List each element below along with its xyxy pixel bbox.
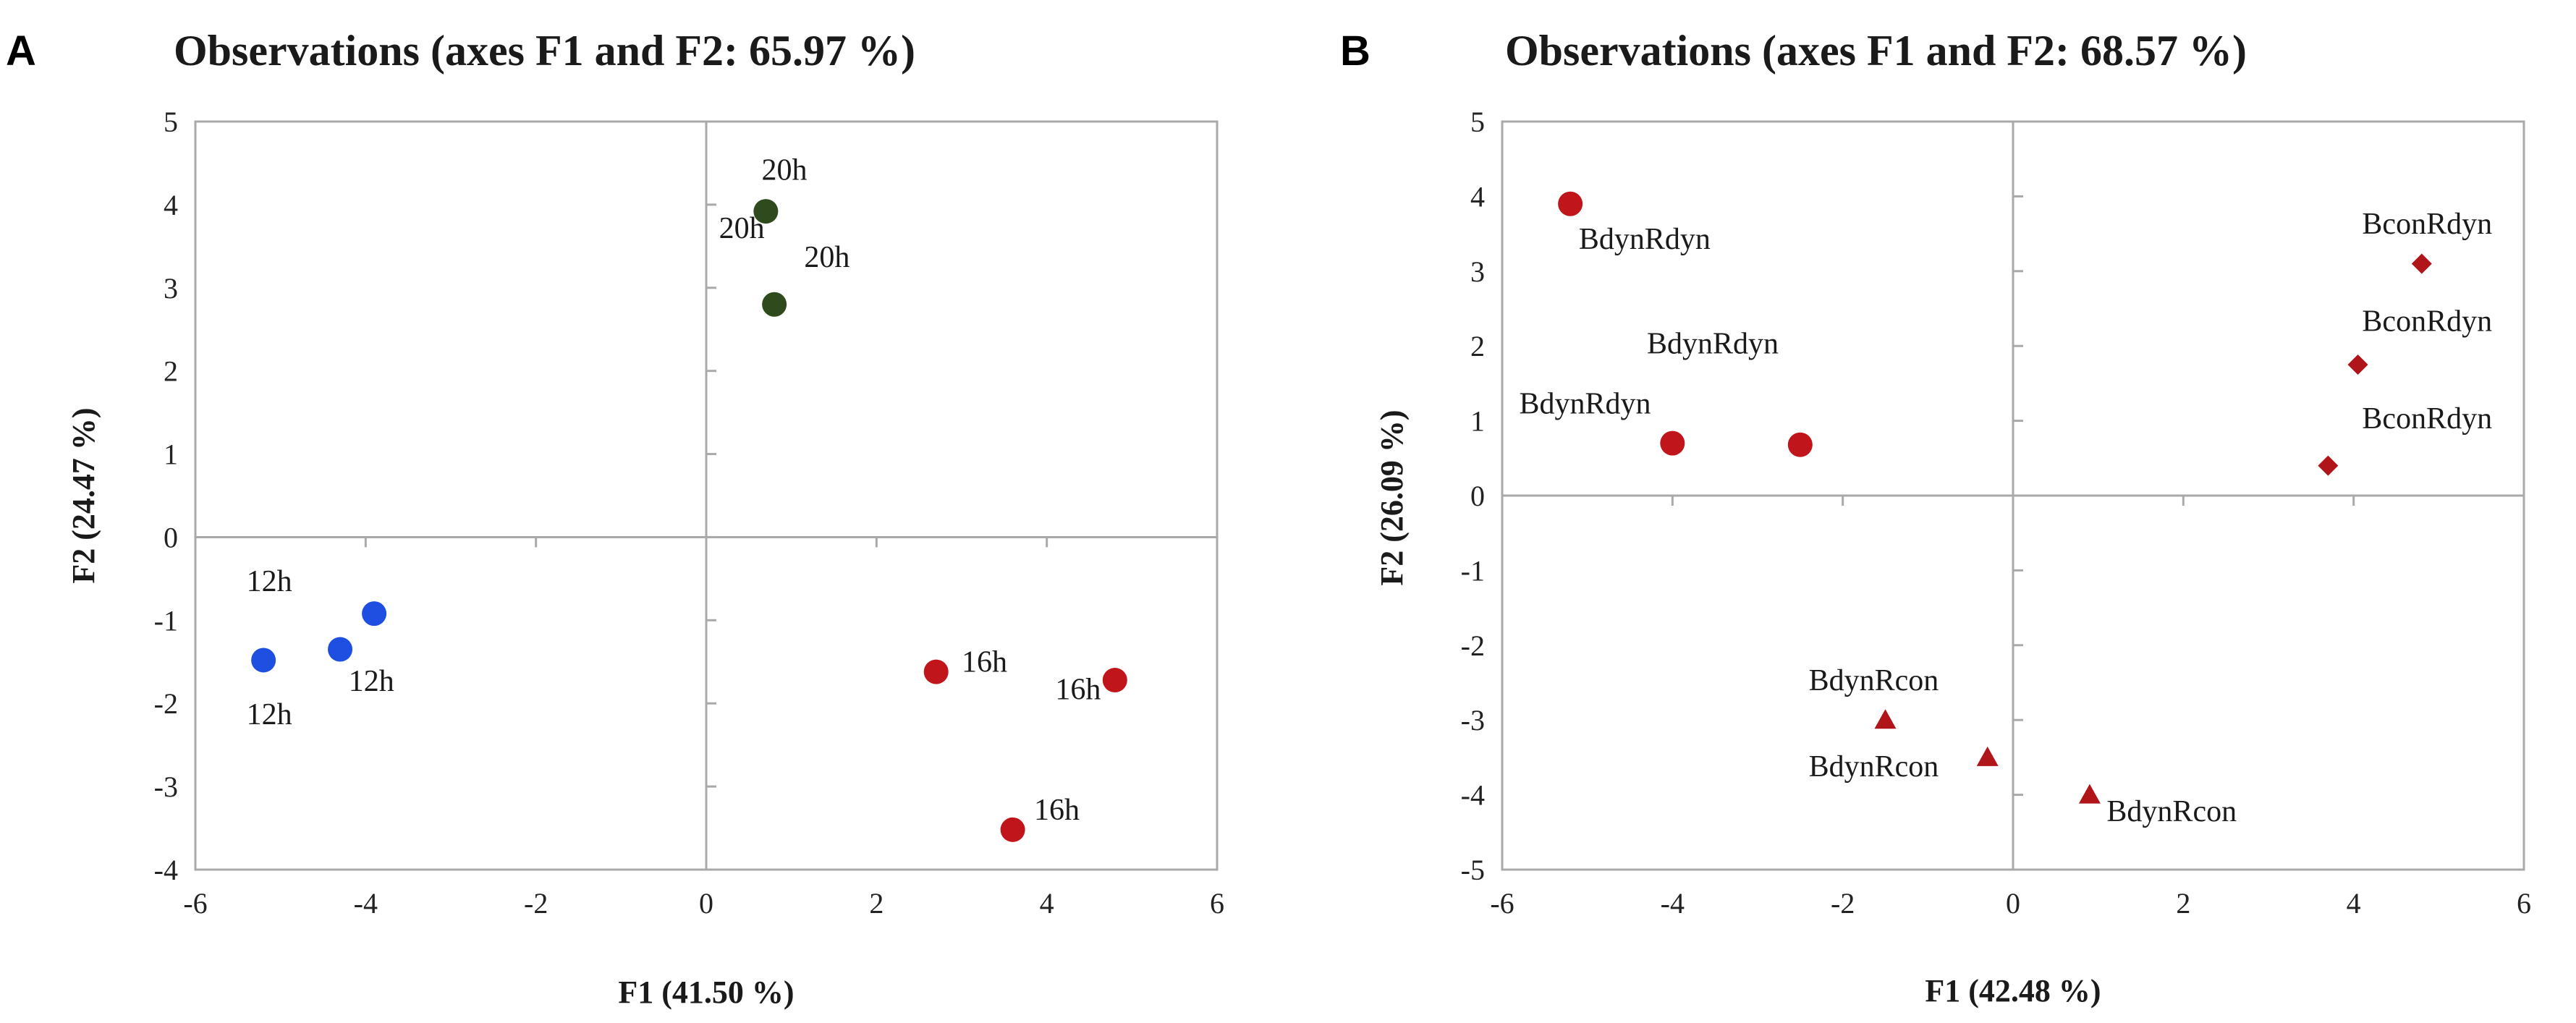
point-bdynrcon-b	[1874, 709, 1897, 729]
point-label-a: 20h	[719, 212, 765, 245]
x-tick-label-a: 0	[699, 887, 713, 920]
point-label-a: 12h	[349, 665, 394, 698]
point-label-b: BdynRdyn	[1647, 328, 1779, 361]
y-axis-title-a: F2 (24.47 %)	[66, 407, 101, 583]
panel-b: B Observations (axes F1 and F2: 68.57 %)…	[1340, 27, 2531, 1009]
x-tick-label-a: 6	[1210, 887, 1224, 920]
y-tick-label-a: -4	[154, 854, 178, 886]
point-label-b: BdynRcon	[1809, 750, 1939, 784]
x-axis-title-a: F1 (41.50 %)	[618, 975, 794, 1010]
point-label-a: 12h	[247, 698, 292, 731]
y-tick-label-b: -2	[1461, 629, 1485, 662]
panel-letter-b: B	[1340, 27, 1370, 75]
x-axis-title-b: F1 (42.48 %)	[1925, 973, 2101, 1009]
y-tick-label-a: 5	[164, 106, 178, 138]
point-20h-a	[753, 199, 779, 224]
plot-area-b: -5 -4 -3 -2 -1 0 1 2 3 4 5 -6 -4 -2 0 2 4 6 BdynRdyn BdynRd…	[1461, 106, 2531, 920]
y-tick-label-b: -5	[1461, 854, 1485, 886]
y-tick-label-b: 5	[1470, 106, 1485, 138]
x-tick-label-a: -6	[183, 887, 207, 920]
point-20h-a	[762, 292, 787, 317]
point-label-a: 16h	[962, 646, 1007, 679]
point-label-b: BdynRdyn	[1579, 223, 1711, 256]
panel-letter-a: A	[6, 27, 36, 75]
point-label-a: 20h	[804, 241, 850, 274]
point-12h-a	[328, 637, 353, 662]
y-tick-label-a: 1	[164, 438, 178, 471]
x-tick-label-b: 6	[2517, 887, 2531, 920]
y-tick-label-a: 3	[164, 272, 178, 305]
x-tick-label-b: -4	[1661, 887, 1685, 920]
point-label-b: BconRdyn	[2362, 402, 2492, 436]
x-tick-label-b: -2	[1831, 887, 1855, 920]
point-label-a: 20h	[761, 153, 807, 187]
y-tick-label-a: -1	[154, 604, 178, 637]
point-12h-a	[362, 601, 387, 627]
point-bdynrcon-b	[2078, 784, 2101, 804]
point-label-b: BdynRcon	[2106, 795, 2237, 828]
point-bdynrdyn-b	[1558, 191, 1583, 216]
point-bconrdyn-b	[2411, 253, 2432, 274]
point-12h-a	[251, 648, 276, 673]
y-tick-label-b: 1	[1470, 405, 1485, 438]
y-tick-label-b: -1	[1461, 554, 1485, 587]
x-tick-label-b: 2	[2176, 887, 2190, 920]
x-tick-label-a: -2	[524, 887, 548, 920]
point-16h-a	[1102, 668, 1127, 693]
x-tick-label-b: 4	[2347, 887, 2361, 920]
y-tick-label-b: 4	[1470, 180, 1485, 213]
chart-title-a: Observations (axes F1 and F2: 65.97 %)	[174, 27, 915, 75]
panel-a: A Observations (axes F1 and F2: 65.97 %)…	[6, 27, 1224, 1010]
point-16h-a	[923, 659, 949, 684]
point-bconrdyn-b	[2318, 455, 2339, 476]
y-tick-label-a: 4	[164, 189, 178, 221]
y-tick-label-a: 2	[164, 355, 178, 388]
x-tick-label-a: 2	[869, 887, 884, 920]
point-16h-a	[1000, 817, 1025, 842]
point-bdynrdyn-b	[1660, 430, 1685, 456]
y-axis-title-b: F2 (26.09 %)	[1374, 409, 1410, 585]
point-bdynrdyn-b	[1787, 432, 1813, 457]
y-tick-label-b: -3	[1461, 704, 1485, 737]
point-label-a: 12h	[247, 565, 292, 598]
x-tick-label-b: -6	[1490, 887, 1514, 920]
point-label-b: BdynRcon	[1809, 664, 1939, 697]
y-tick-label-b: 0	[1470, 480, 1485, 512]
point-label-b: BdynRdyn	[1520, 387, 1651, 420]
point-label-b: BconRdyn	[2362, 208, 2492, 241]
point-bdynrcon-b	[1976, 746, 1999, 766]
y-tick-label-a: -2	[154, 687, 178, 720]
y-tick-label-a: -3	[154, 771, 178, 803]
y-tick-label-b: -4	[1461, 779, 1485, 812]
x-tick-label-a: -4	[354, 887, 378, 920]
x-tick-label-b: 0	[2006, 887, 2020, 920]
chart-title-b: Observations (axes F1 and F2: 68.57 %)	[1505, 27, 2247, 75]
x-tick-label-a: 4	[1040, 887, 1054, 920]
y-tick-label-b: 3	[1470, 255, 1485, 288]
point-label-a: 16h	[1055, 673, 1101, 706]
point-bconrdyn-b	[2347, 355, 2368, 375]
point-label-b: BconRdyn	[2362, 305, 2492, 339]
y-tick-label-b: 2	[1470, 330, 1485, 362]
y-tick-label-a: 0	[164, 521, 178, 553]
point-label-a: 16h	[1034, 794, 1080, 827]
